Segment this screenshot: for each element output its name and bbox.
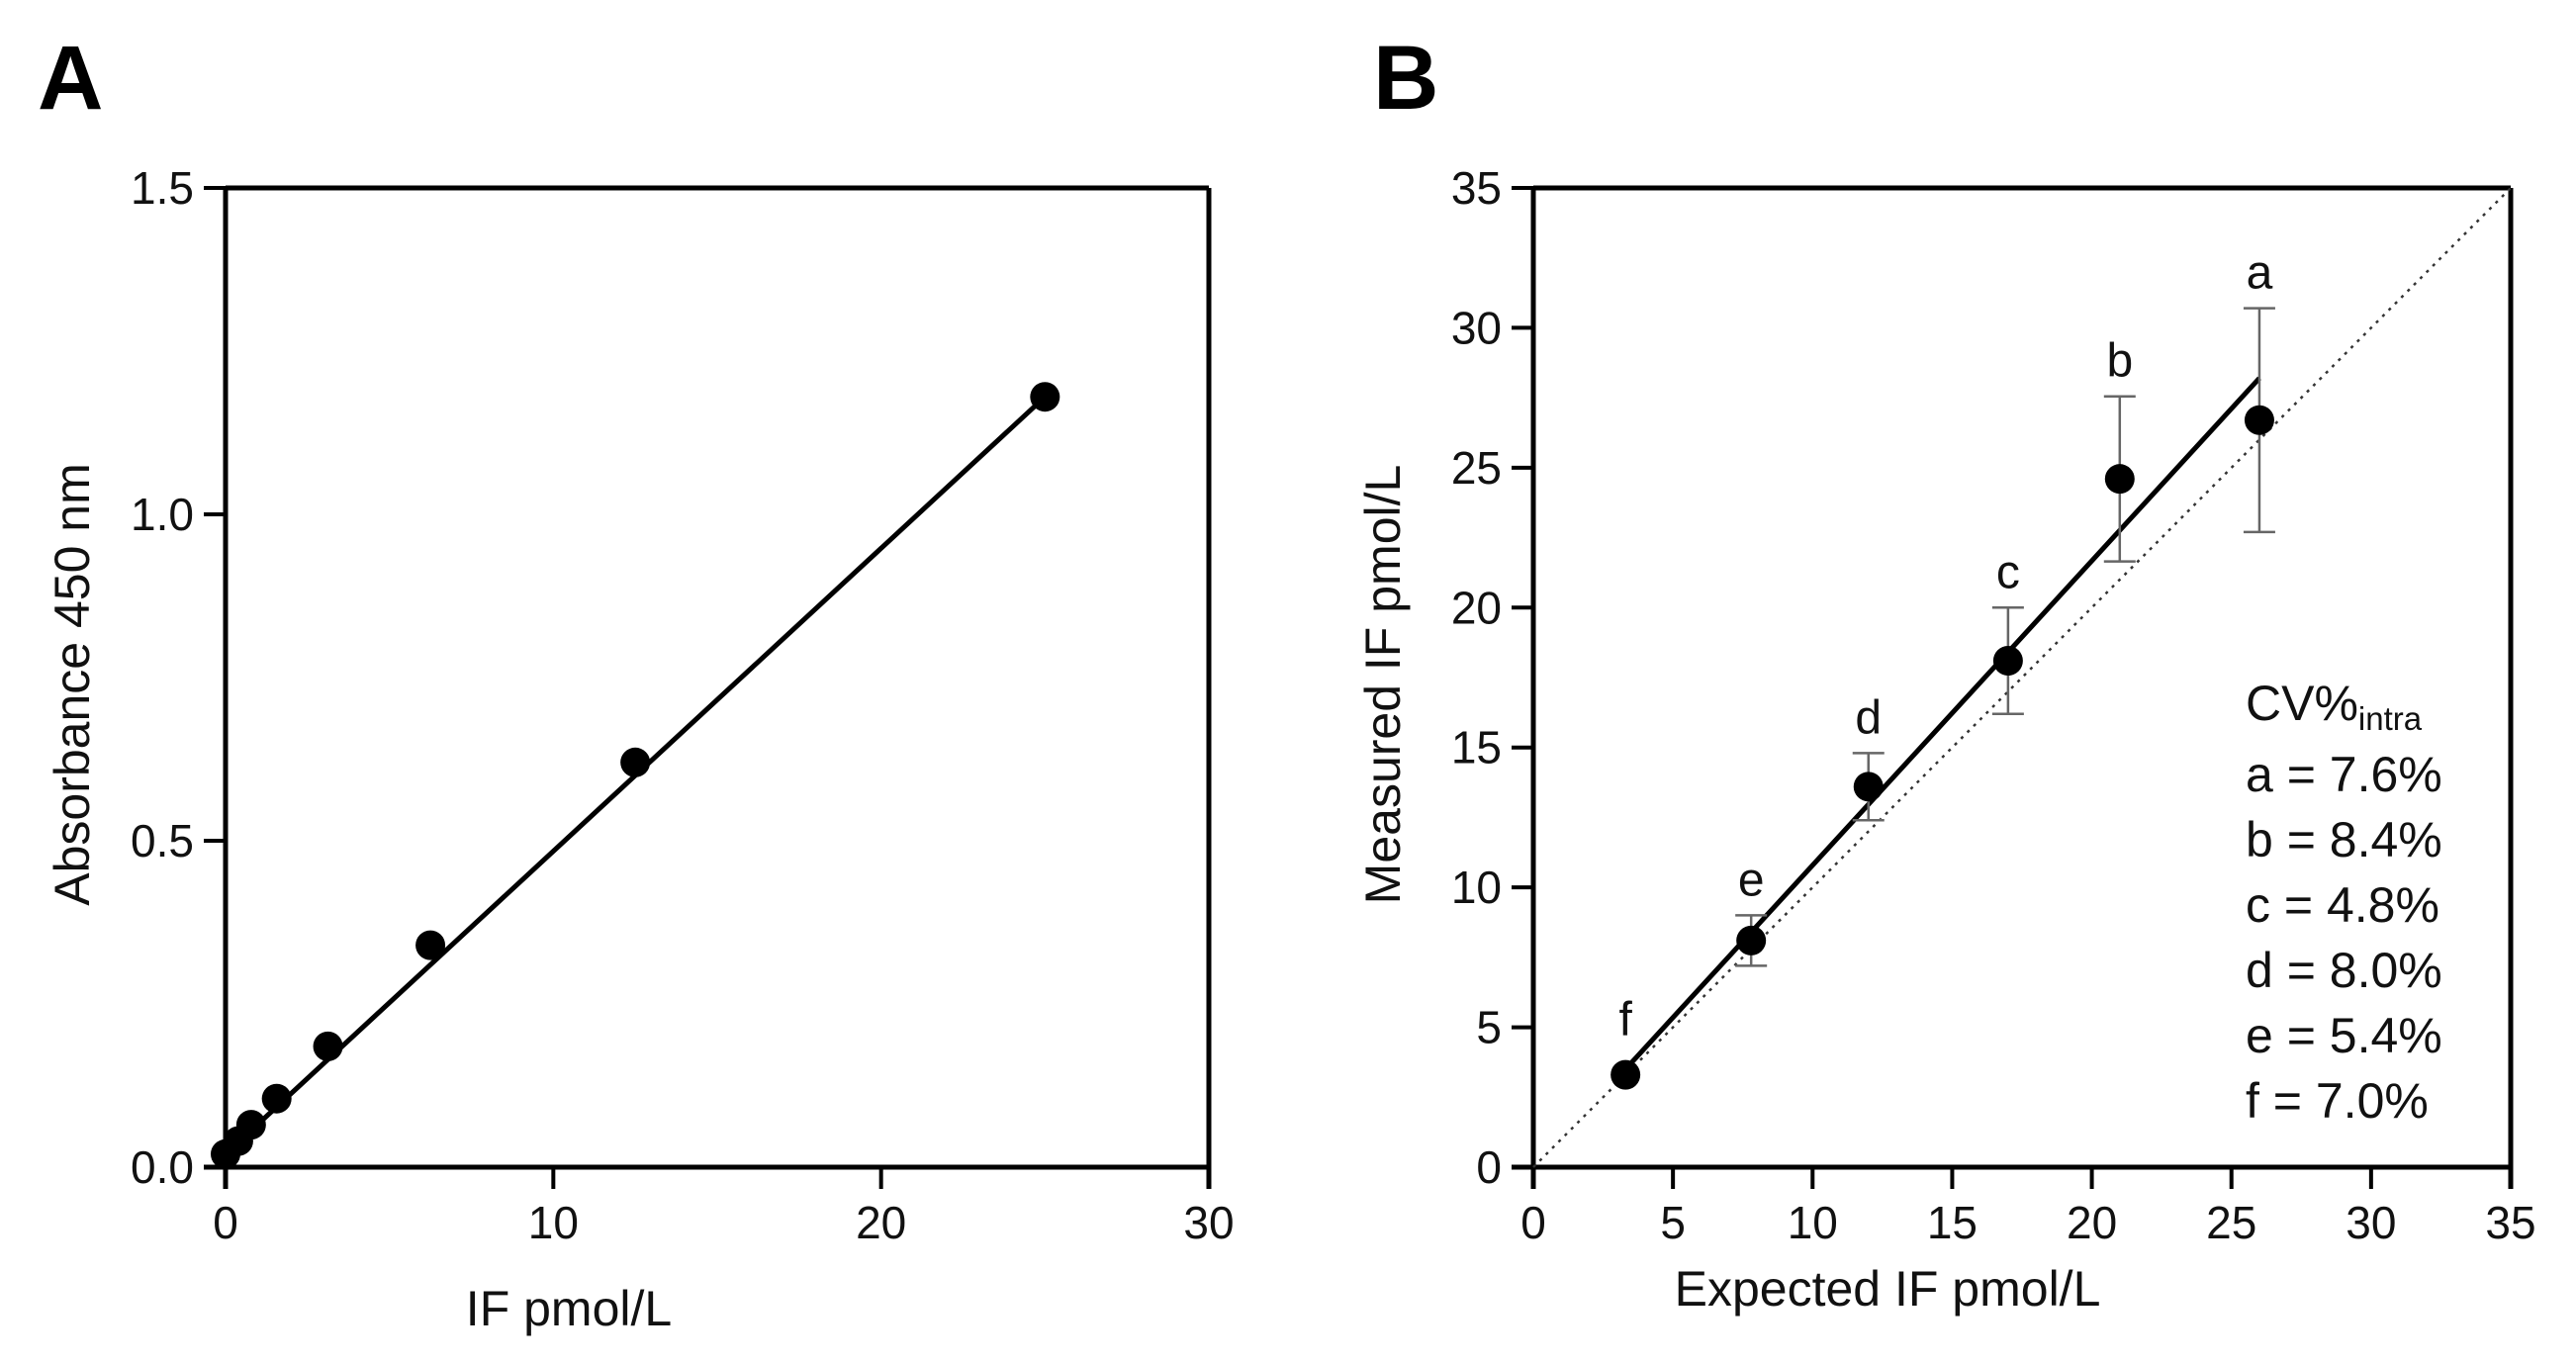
y-tick-label: 15 bbox=[1451, 722, 1502, 773]
point-label: f bbox=[1618, 994, 1632, 1046]
cv-value: c = 4.8% bbox=[2246, 877, 2439, 933]
x-tick-label: 0 bbox=[213, 1197, 238, 1248]
y-tick-label: 5 bbox=[1476, 1002, 1502, 1053]
cv-value: d = 8.0% bbox=[2246, 943, 2442, 998]
y-tick-label: 1.0 bbox=[131, 489, 194, 540]
panel-a-x-axis-label: IF pmol/L bbox=[466, 1281, 672, 1336]
cv-title-main: CV% bbox=[2246, 676, 2358, 731]
x-tick-label: 10 bbox=[528, 1197, 579, 1248]
y-tick-label: 1.5 bbox=[131, 162, 194, 214]
x-tick-label: 0 bbox=[1520, 1197, 1546, 1248]
regression-line bbox=[1623, 376, 2261, 1071]
x-tick-label: 25 bbox=[2206, 1197, 2256, 1248]
y-tick-label: 0.5 bbox=[131, 815, 194, 866]
cv-value: b = 8.4% bbox=[2246, 812, 2442, 867]
data-point bbox=[2104, 464, 2135, 495]
panel-b-x-axis-label: Expected IF pmol/L bbox=[1675, 1261, 2101, 1317]
panel-b-y-axis-label: Measured IF pmol/L bbox=[1355, 465, 1411, 905]
panel-b-letter: B bbox=[1373, 28, 1438, 129]
x-tick-label: 15 bbox=[1927, 1197, 1978, 1248]
panel-a: A IF pmol/L Absorbance 450 nm 0 10 20 30 0.0… bbox=[38, 28, 1235, 1336]
x-tick-label: 5 bbox=[1660, 1197, 1686, 1248]
cv-value: a = 7.6% bbox=[2246, 747, 2442, 802]
data-point bbox=[1853, 772, 1884, 802]
x-tick-label: 10 bbox=[1788, 1197, 1838, 1248]
panel-a-ticks: 0 10 20 30 0.0 0.5 1.0 1.5 bbox=[131, 162, 1235, 1248]
y-tick-label: 25 bbox=[1451, 442, 1502, 494]
point-label: e bbox=[1738, 854, 1765, 906]
data-point bbox=[235, 1110, 266, 1140]
y-tick-label: 35 bbox=[1451, 162, 1502, 214]
y-tick-label: 10 bbox=[1451, 862, 1502, 913]
cv-value: f = 7.0% bbox=[2246, 1073, 2429, 1129]
point-label: d bbox=[1855, 691, 1882, 744]
panel-a-y-axis-label: Absorbance 450 nm bbox=[45, 463, 100, 906]
y-tick-label: 30 bbox=[1451, 302, 1502, 353]
x-tick-label: 30 bbox=[2346, 1197, 2396, 1248]
data-point bbox=[415, 930, 446, 960]
x-tick-label: 20 bbox=[2067, 1197, 2117, 1248]
data-point bbox=[1736, 925, 1767, 955]
panel-b-ticks: 0 5 10 15 20 25 30 35 0 5 10 15 20 25 30 35 bbox=[1451, 162, 2536, 1248]
cv-title: CV%intra bbox=[2246, 676, 2423, 737]
point-label: b bbox=[2106, 335, 2133, 388]
panel-b: B Expected IF pmol/L Measured IF pmol/L … bbox=[1355, 28, 2536, 1317]
data-point bbox=[1030, 382, 1060, 412]
data-point bbox=[1992, 646, 2023, 677]
cv-annotation: CV%intra a = 7.6% b = 8.4% c = 4.8% d = 8.0… bbox=[2246, 676, 2442, 1129]
data-point bbox=[620, 747, 651, 777]
point-label: a bbox=[2247, 247, 2273, 300]
data-point bbox=[261, 1083, 292, 1114]
data-point bbox=[313, 1031, 343, 1061]
x-tick-label: 20 bbox=[856, 1197, 906, 1248]
y-tick-label: 0 bbox=[1476, 1141, 1502, 1193]
point-label: c bbox=[1996, 546, 2020, 598]
y-tick-label: 20 bbox=[1451, 582, 1502, 633]
panel-b-plot: f e d c b a bbox=[1532, 185, 2514, 1189]
data-point bbox=[1610, 1059, 1641, 1090]
x-tick-label: 35 bbox=[2485, 1197, 2535, 1248]
x-tick-label: 30 bbox=[1183, 1197, 1234, 1248]
panel-a-plot bbox=[211, 185, 1212, 1189]
cv-value: e = 5.4% bbox=[2246, 1008, 2442, 1063]
panel-a-letter: A bbox=[38, 28, 103, 129]
data-point bbox=[2244, 405, 2274, 435]
cv-title-sub: intra bbox=[2358, 700, 2423, 737]
y-tick-label: 0.0 bbox=[131, 1141, 194, 1193]
